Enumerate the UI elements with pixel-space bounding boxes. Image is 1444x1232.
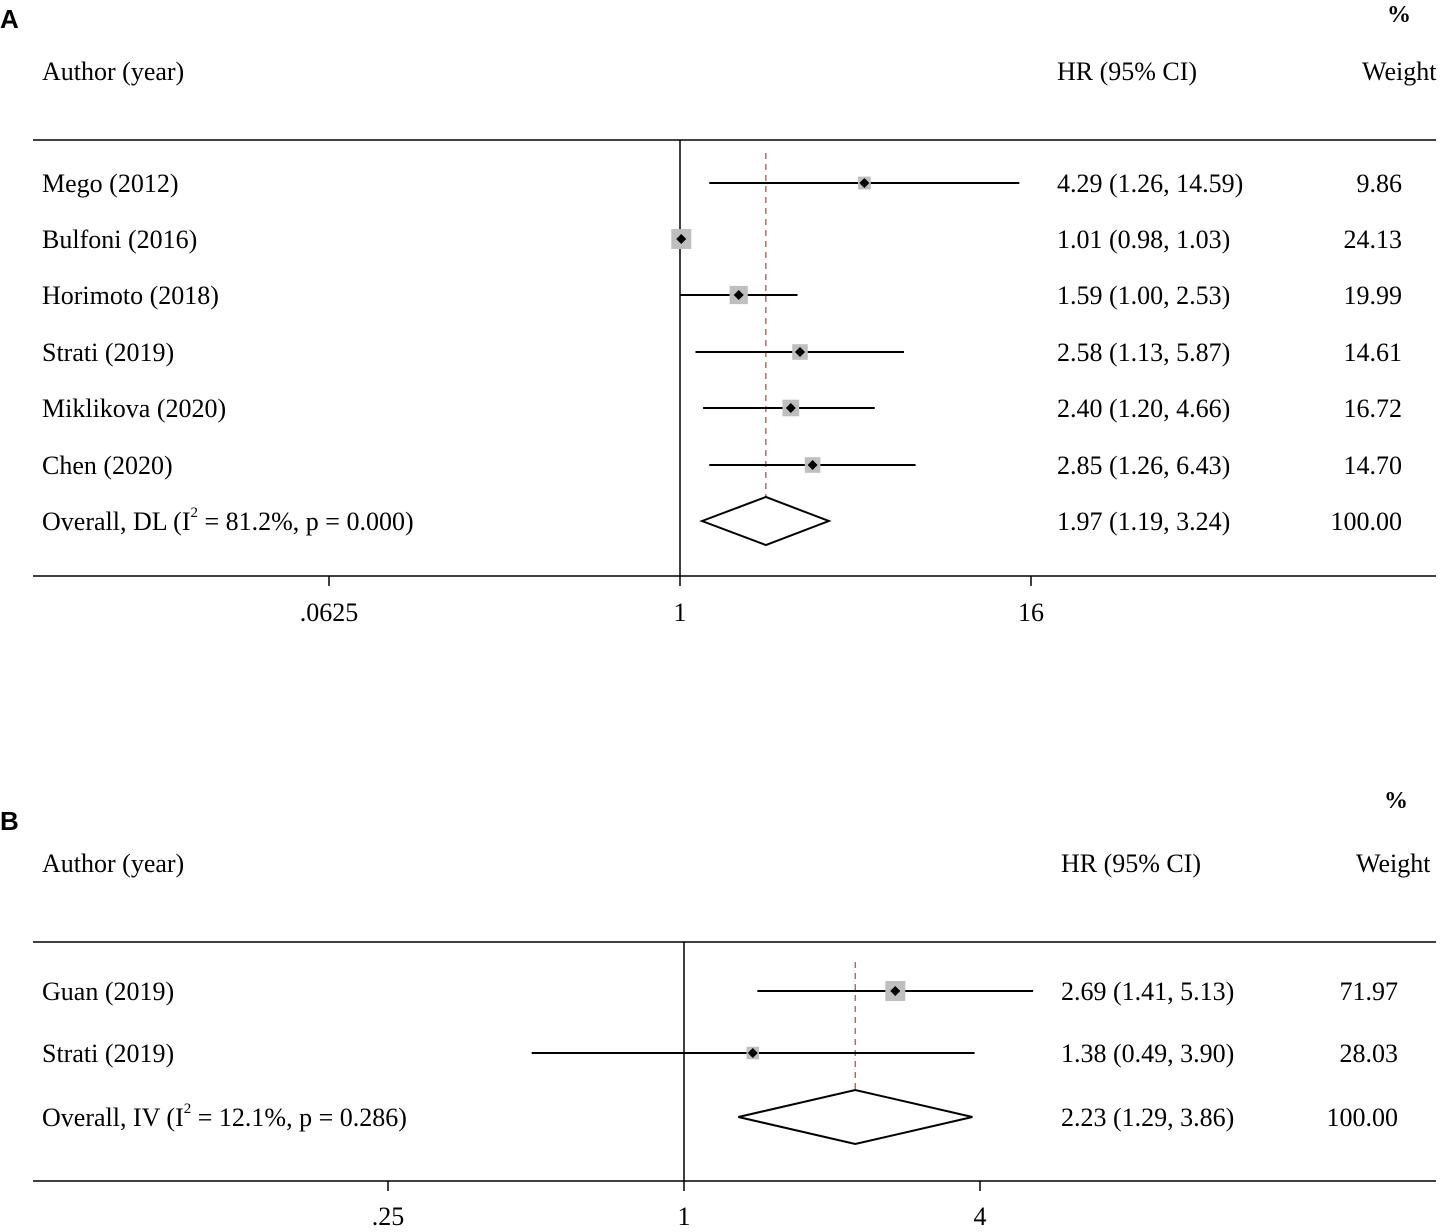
study-label: Guan (2019) bbox=[42, 977, 174, 1006]
weight-unit-label: % bbox=[1384, 788, 1408, 814]
effect-column-header: HR (95% CI) bbox=[1057, 57, 1197, 86]
study-row: Horimoto (2018) 1.59 (1.00, 2.53) 19.99 bbox=[42, 281, 1402, 310]
weight-value: 14.61 bbox=[1344, 338, 1403, 367]
point-estimate bbox=[676, 234, 687, 244]
overall-diamond bbox=[699, 495, 832, 547]
hr-ci-value: 2.58 (1.13, 5.87) bbox=[1057, 338, 1230, 367]
hr-ci-value: 2.69 (1.41, 5.13) bbox=[1061, 977, 1234, 1006]
panel-letter: B bbox=[0, 806, 19, 836]
x-tick-label: 4 bbox=[974, 1202, 987, 1231]
forest-panel-b: B% Author (year) HR (95% CI) Weight .25 1 4 Gua… bbox=[0, 788, 1436, 1231]
weight-unit-label: % bbox=[1387, 2, 1411, 28]
weight-value: 16.72 bbox=[1344, 394, 1403, 423]
study-label: Horimoto (2018) bbox=[42, 281, 219, 310]
point-estimate bbox=[859, 178, 870, 188]
x-tick-label: .0625 bbox=[300, 598, 359, 627]
study-row: Strati (2019) 1.38 (0.49, 3.90) 28.03 bbox=[42, 1039, 1398, 1068]
point-estimate bbox=[794, 347, 805, 357]
x-tick-label: 16 bbox=[1018, 598, 1044, 627]
overall-row: Overall, IV (I2 = 12.1%, p = 0.286) 2.23 … bbox=[42, 1088, 1399, 1146]
study-row: Bulfoni (2016) 1.01 (0.98, 1.03) 24.13 bbox=[42, 225, 1402, 254]
study-label: Strati (2019) bbox=[42, 1039, 174, 1068]
panel-letter: A bbox=[0, 4, 19, 34]
overall-diamond bbox=[738, 1088, 973, 1146]
study-row: Strati (2019) 2.58 (1.13, 5.87) 14.61 bbox=[42, 338, 1402, 367]
study-column-header: Author (year) bbox=[42, 849, 184, 878]
weight-column-header: Weight bbox=[1362, 57, 1437, 86]
study-label: Chen (2020) bbox=[42, 451, 173, 480]
x-tick-label: 1 bbox=[678, 1202, 691, 1231]
weight-value: 24.13 bbox=[1344, 225, 1403, 254]
overall-label: Overall, IV (I2 = 12.1%, p = 0.286) bbox=[42, 1101, 407, 1132]
weight-value: 28.03 bbox=[1340, 1039, 1399, 1068]
overall-hr-ci-value: 2.23 (1.29, 3.86) bbox=[1061, 1103, 1234, 1132]
x-tick-label: .25 bbox=[372, 1202, 405, 1231]
point-estimate bbox=[785, 403, 796, 413]
hr-ci-value: 1.59 (1.00, 2.53) bbox=[1057, 281, 1230, 310]
weight-column-header: Weight bbox=[1356, 849, 1431, 878]
weight-value: 9.86 bbox=[1357, 169, 1403, 198]
x-tick-label: 1 bbox=[674, 598, 687, 627]
weight-value: 14.70 bbox=[1344, 451, 1403, 480]
hr-ci-value: 2.40 (1.20, 4.66) bbox=[1057, 394, 1230, 423]
study-label: Strati (2019) bbox=[42, 338, 174, 367]
hr-ci-value: 1.01 (0.98, 1.03) bbox=[1057, 225, 1230, 254]
weight-value: 71.97 bbox=[1340, 977, 1399, 1006]
point-estimate bbox=[807, 460, 818, 470]
study-label: Miklikova (2020) bbox=[42, 394, 226, 423]
point-estimate bbox=[890, 986, 901, 996]
overall-weight-value: 100.00 bbox=[1331, 507, 1403, 536]
overall-label: Overall, DL (I2 = 81.2%, p = 0.000) bbox=[42, 505, 414, 536]
effect-column-header: HR (95% CI) bbox=[1061, 849, 1201, 878]
study-column-header: Author (year) bbox=[42, 57, 184, 86]
hr-ci-value: 2.85 (1.26, 6.43) bbox=[1057, 451, 1230, 480]
study-row: Chen (2020) 2.85 (1.26, 6.43) 14.70 bbox=[42, 451, 1402, 480]
point-estimate bbox=[733, 290, 744, 300]
hr-ci-value: 4.29 (1.26, 14.59) bbox=[1057, 169, 1243, 198]
study-label: Mego (2012) bbox=[42, 169, 178, 198]
overall-hr-ci-value: 1.97 (1.19, 3.24) bbox=[1057, 507, 1230, 536]
forest-panel-a: A % Author (year) HR (95% CI) Weight .0625 1 16… bbox=[0, 2, 1437, 627]
study-label: Bulfoni (2016) bbox=[42, 225, 197, 254]
study-row: Miklikova (2020) 2.40 (1.20, 4.66) 16.72 bbox=[42, 394, 1402, 423]
hr-ci-value: 1.38 (0.49, 3.90) bbox=[1061, 1039, 1234, 1068]
point-estimate bbox=[747, 1048, 758, 1058]
weight-value: 19.99 bbox=[1344, 281, 1403, 310]
overall-weight-value: 100.00 bbox=[1327, 1103, 1399, 1132]
study-row: Guan (2019) 2.69 (1.41, 5.13) 71.97 bbox=[42, 977, 1398, 1006]
study-row: Mego (2012) 4.29 (1.26, 14.59) 9.86 bbox=[42, 169, 1402, 198]
overall-row: Overall, DL (I2 = 81.2%, p = 0.000) 1.97 … bbox=[42, 495, 1403, 547]
